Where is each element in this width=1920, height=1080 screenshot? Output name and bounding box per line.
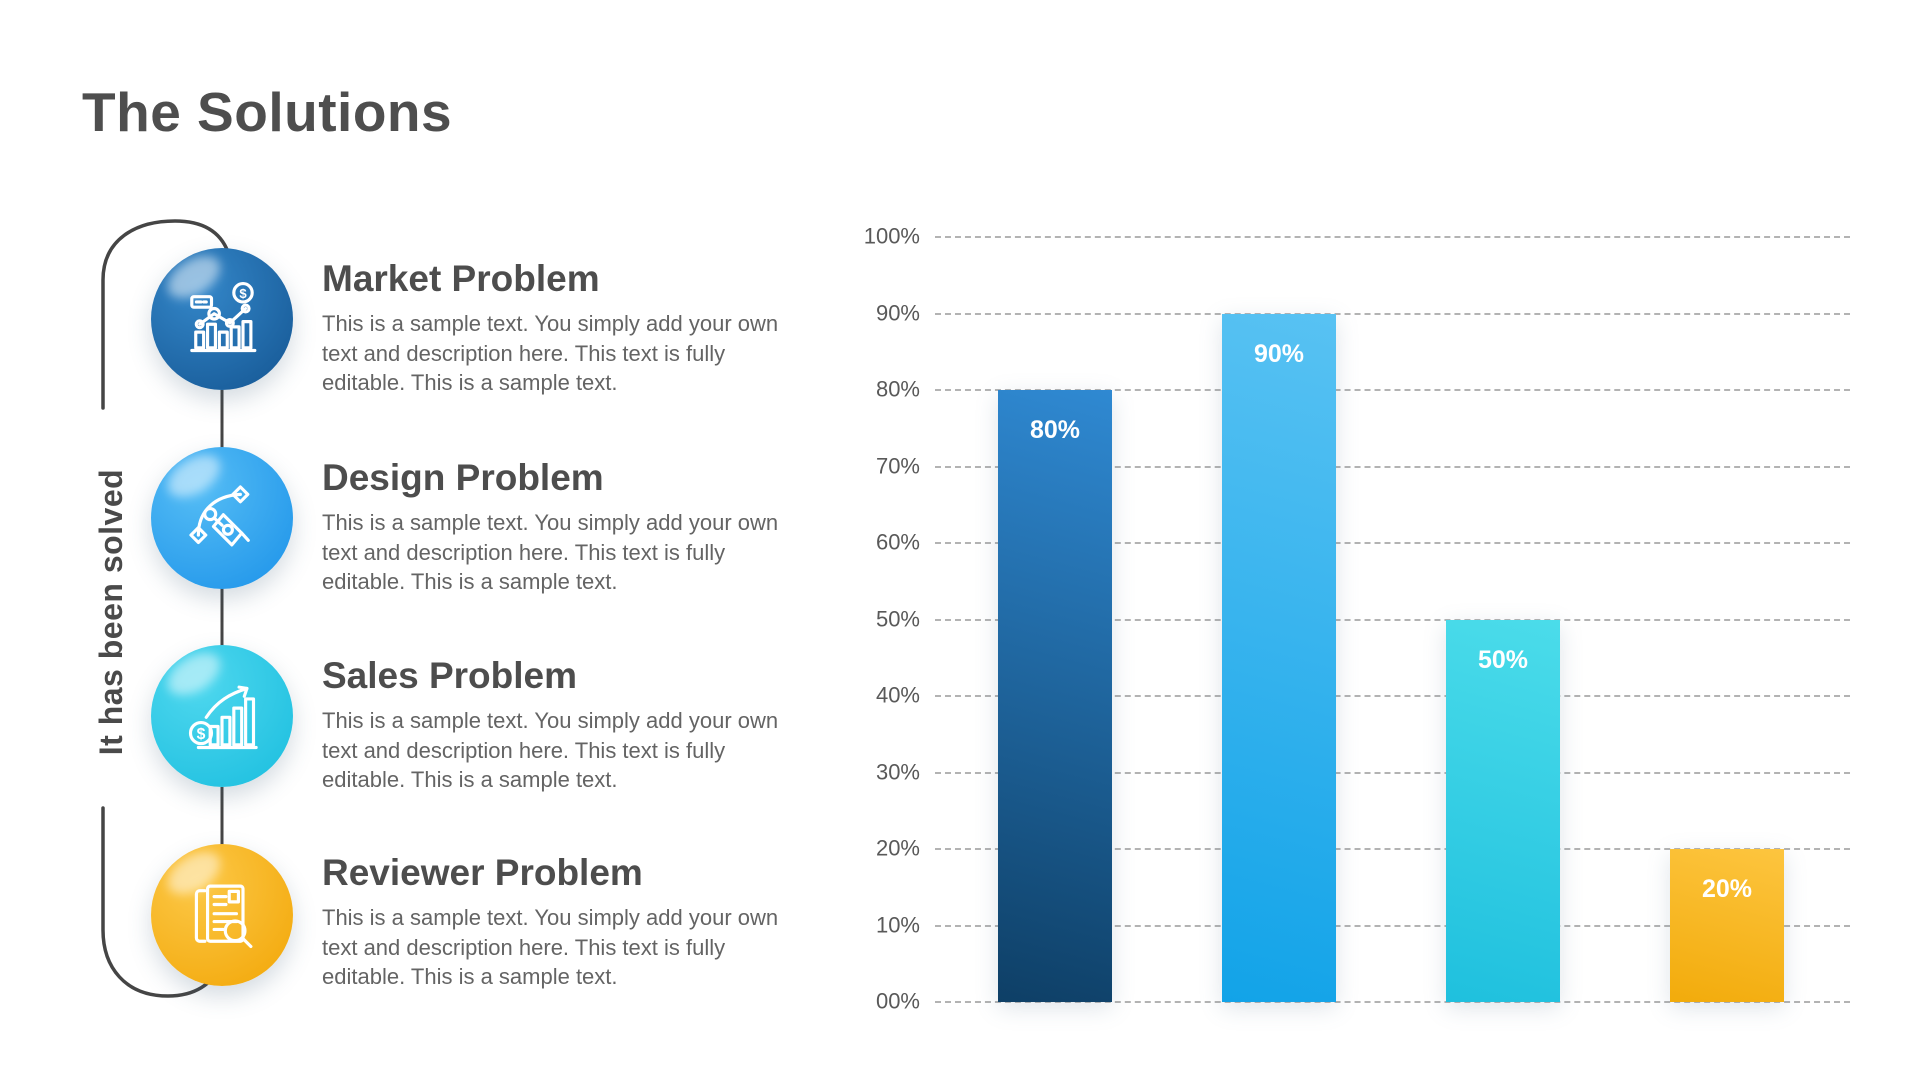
gridline [935,771,1850,774]
item-icon-circle [151,844,293,986]
item-description: This is a sample text. You simply add yo… [322,311,779,395]
bar: 20% [1670,849,1784,1002]
gridline [935,618,1850,621]
bar-value-label: 90% [1253,339,1305,368]
gridline [935,1001,1850,1003]
market-analytics-icon: $ [190,281,257,353]
timeline-item: Sales Problem This is a sample text. You… [322,655,802,795]
item-title: Sales Problem [322,655,578,696]
item-icon-circle: $ [151,645,293,787]
bar-value-label: 20% [1701,875,1753,903]
gridline [935,312,1850,315]
y-axis-tick: 50% [875,605,920,631]
item-icon-circle: $ [151,248,293,390]
y-axis-tick: 70% [875,452,920,478]
item-description: This is a sample text. You simply add yo… [322,708,779,792]
bar: 50% [1446,619,1560,1002]
timeline-item: Market Problem This is a sample text. Yo… [322,258,802,398]
gridline [935,924,1850,927]
solved-vertical-label: It has been solved [93,468,129,756]
item-icon-circle [151,447,293,589]
y-axis-tick: 30% [875,758,920,784]
bar-value-label: 80% [1029,416,1081,444]
item-description: This is a sample text. You simply add yo… [322,510,779,594]
timeline-item: Design Problem This is a sample text. Yo… [322,457,802,597]
bar: 90% [1222,313,1336,1002]
y-axis-tick: 100% [863,223,920,249]
y-axis-tick: 00% [875,988,920,1014]
gridline [935,542,1850,544]
gridline [935,389,1850,391]
y-axis-tick: 40% [875,682,920,708]
gridline [935,236,1850,238]
item-title: Reviewer Problem [322,852,643,893]
y-axis-tick: 20% [875,835,920,861]
svg-text:$: $ [239,286,247,301]
document-review-icon [194,884,253,949]
y-axis-tick: 90% [875,299,920,325]
pen-tool-icon [189,485,250,547]
page-title: The Solutions [82,81,453,143]
y-axis-tick: 10% [875,911,920,937]
svg-text:$: $ [197,726,206,743]
y-axis-tick: 60% [875,529,920,555]
gridline [935,465,1850,468]
bar-chart: 100% 90% 80% 70% 60% 50% 40% 30% 20% 10% 00% 80% 90%… [845,223,1860,1040]
gridline [935,695,1850,697]
timeline-item: Reviewer Problem This is a sample text. … [322,852,802,992]
bar: 80% [998,390,1112,1002]
y-axis-tick: 80% [875,376,920,402]
item-title: Market Problem [322,258,600,299]
sales-growth-icon: $ [188,685,258,750]
item-title: Design Problem [322,457,604,498]
gridline [935,848,1850,850]
bar-value-label: 50% [1477,645,1529,674]
item-description: This is a sample text. You simply add yo… [322,905,779,989]
